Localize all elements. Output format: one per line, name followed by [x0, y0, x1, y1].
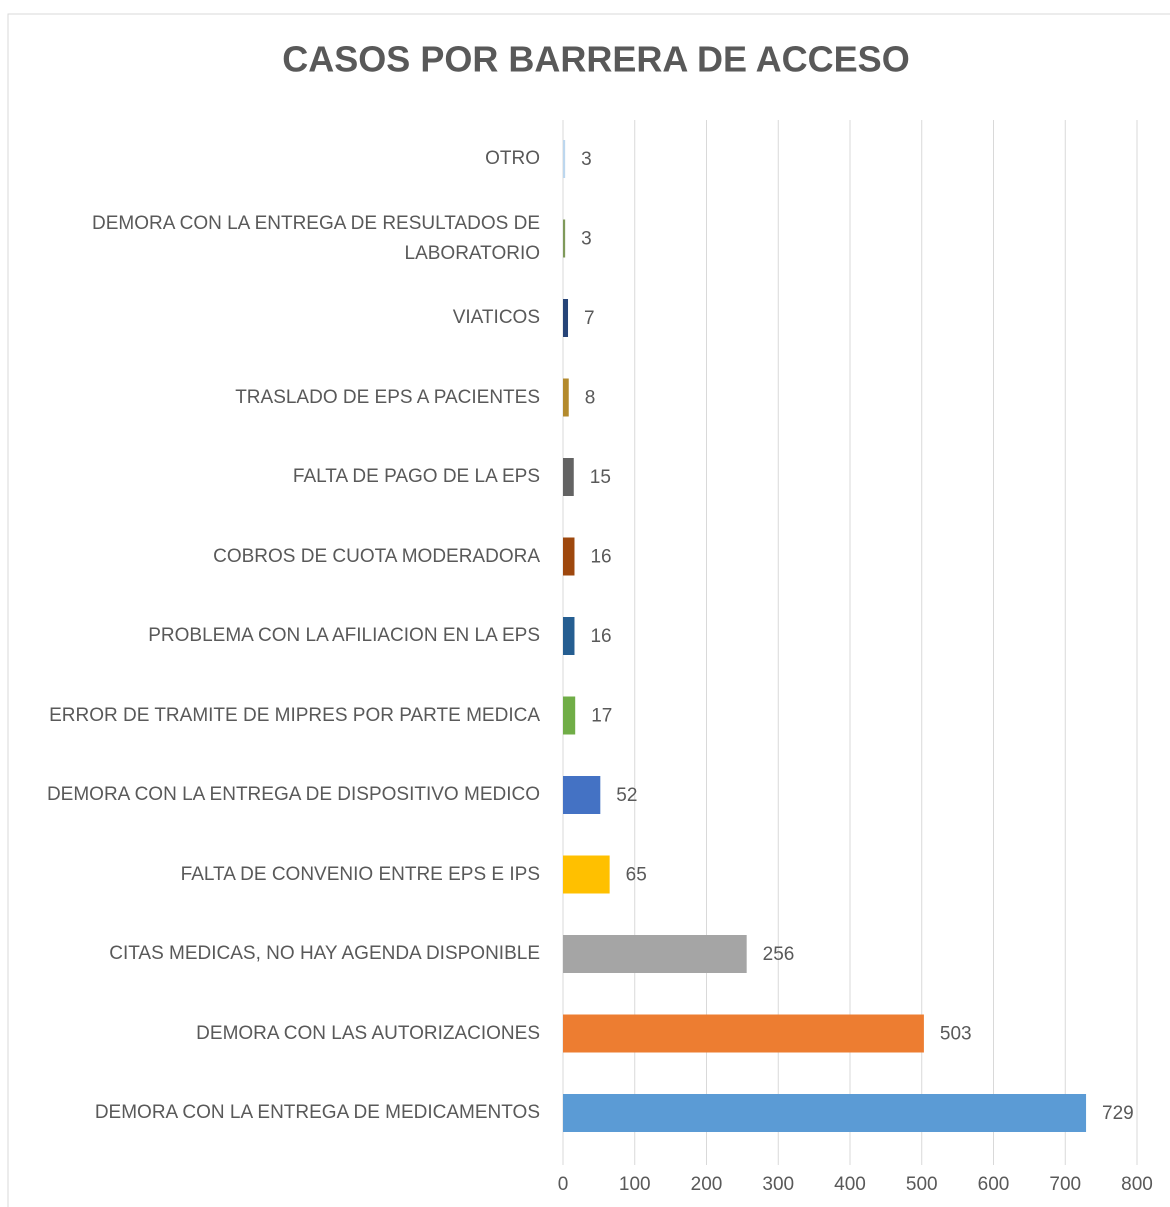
- bar: [563, 378, 569, 417]
- data-label: 16: [590, 547, 611, 568]
- category-label: COBROS DE CUOTA MODERADORA: [213, 545, 540, 567]
- data-label: 52: [616, 785, 637, 806]
- category-label: TRASLADO DE EPS A PACIENTES: [235, 386, 540, 408]
- category-label: PROBLEMA CON LA AFILIACION EN LA EPS: [148, 625, 540, 646]
- data-label: 256: [763, 944, 795, 965]
- x-tick-label: 600: [978, 1174, 1010, 1195]
- bar: [563, 696, 576, 735]
- x-tick-label: 700: [1049, 1174, 1081, 1195]
- data-label: 7: [584, 308, 595, 329]
- x-tick-label: 200: [691, 1174, 723, 1195]
- category-label: DEMORA CON LA ENTREGA DE MEDICAMENTOS: [94, 1102, 540, 1123]
- x-tick-label: 400: [834, 1174, 866, 1195]
- x-tick-label: 800: [1121, 1174, 1153, 1195]
- x-tick-label: 300: [762, 1174, 794, 1195]
- bar: [563, 219, 566, 258]
- category-label: OTRO: [485, 148, 540, 169]
- data-label: 65: [626, 865, 647, 886]
- category-label: DEMORA CON LA ENTREGA DE RESULTADOS DE L…: [91, 212, 540, 264]
- data-label: 15: [590, 467, 611, 488]
- bar: [563, 458, 574, 496]
- category-label: VIATICOS: [452, 307, 540, 328]
- x-tick-label: 100: [619, 1174, 651, 1195]
- bar: [563, 855, 610, 894]
- category-label: ERROR DE TRAMITE DE MIPRES POR PARTE MED…: [49, 704, 540, 726]
- bar: [563, 1094, 1087, 1132]
- category-label: DEMORA CON LAS AUTORIZACIONES: [196, 1022, 540, 1044]
- data-label: 8: [585, 388, 596, 409]
- category-label: DEMORA CON LA ENTREGA DE DISPOSITIVO MED…: [46, 784, 540, 805]
- x-tick-label: 500: [906, 1174, 938, 1195]
- data-label: 503: [940, 1024, 972, 1045]
- bar: [563, 617, 575, 655]
- category-label: FALTA DE PAGO DE LA EPS: [292, 466, 540, 487]
- bar: [563, 935, 747, 973]
- chart-title: CASOS POR BARRERA DE ACCESO: [282, 39, 909, 80]
- category-label: CITAS MEDICAS, NO HAY AGENDA DISPONIBLE: [109, 943, 540, 964]
- bar: [563, 1014, 924, 1053]
- category-label: FALTA DE CONVENIO ENTRE EPS E IPS: [180, 863, 540, 885]
- data-label: 3: [581, 229, 592, 250]
- bar: [563, 776, 601, 814]
- x-tick-label: 0: [558, 1174, 569, 1195]
- data-label: 729: [1102, 1103, 1134, 1124]
- data-label: 16: [590, 626, 611, 647]
- data-label: 3: [581, 149, 592, 170]
- chart-frame: [7, 13, 1170, 1207]
- data-label: 17: [591, 706, 612, 727]
- bar: [563, 140, 566, 178]
- bar: [563, 537, 575, 576]
- bar: [563, 299, 569, 337]
